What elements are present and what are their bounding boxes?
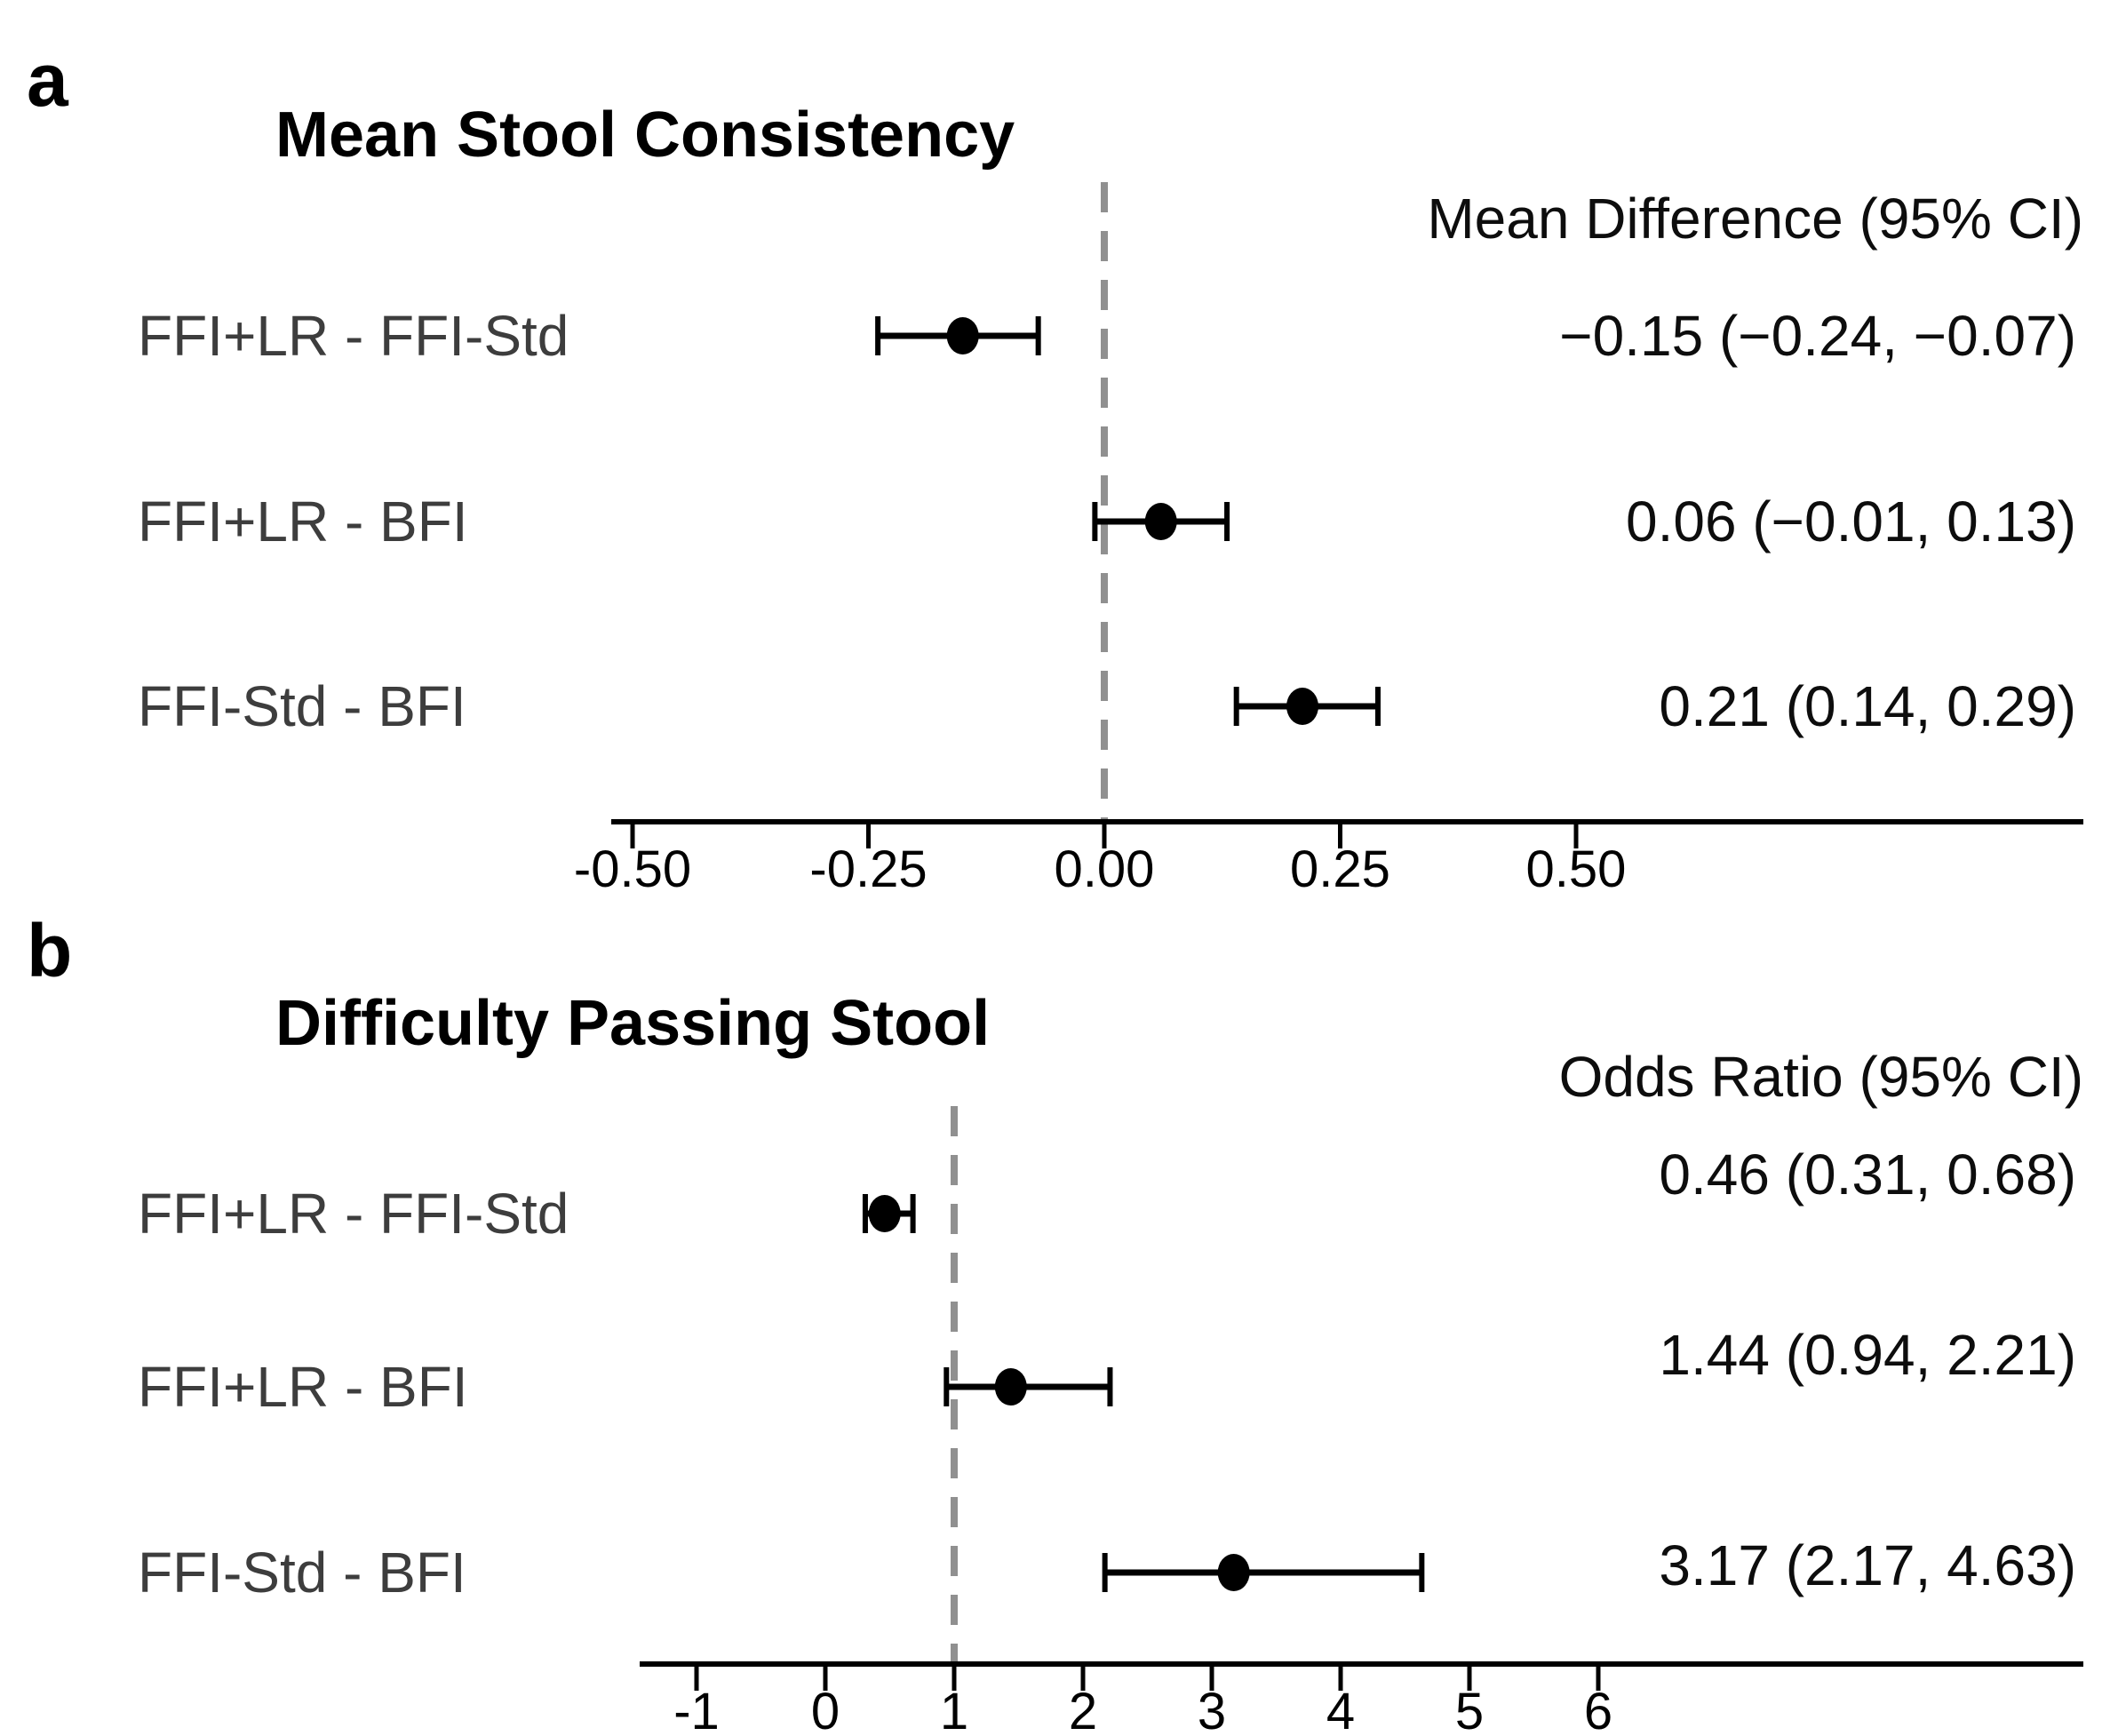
panel-b-row-label: FFI+LR - BFI <box>138 1355 468 1419</box>
x-axis-tick-label: -0.50 <box>573 840 692 898</box>
x-axis-tick-label: 5 <box>1454 1683 1485 1736</box>
x-axis-tick-label: 1 <box>939 1683 969 1736</box>
panel-b-value-column-header: Odds Ratio (95% CI) <box>1558 1045 2083 1109</box>
point-estimate-marker <box>946 317 979 354</box>
panel-a-row-label: FFI+LR - FFI-Std <box>138 304 569 368</box>
panel-b-row-label: FFI+LR - FFI-Std <box>138 1182 569 1246</box>
panel-a-row-label: FFI+LR - BFI <box>138 490 468 553</box>
point-estimate-marker <box>868 1195 901 1232</box>
x-axis-tick-label: -1 <box>673 1683 720 1736</box>
x-axis-tick-label: -0.25 <box>809 840 928 898</box>
point-estimate-marker <box>1144 503 1177 540</box>
panel-a-row-value: −0.15 (−0.24, −0.07) <box>1559 304 2076 368</box>
x-axis-tick-label: 0 <box>810 1683 840 1736</box>
panel-b-title: Difficulty Passing Stool <box>275 988 991 1059</box>
panel-b-letter: b <box>27 909 73 992</box>
x-axis-tick-label: 4 <box>1326 1683 1356 1736</box>
panel-b-row-value: 3.17 (2.17, 4.63) <box>1659 1533 2076 1597</box>
panel-a-row-value: 0.06 (−0.01, 0.13) <box>1625 490 2076 553</box>
x-axis-tick-label: 2 <box>1068 1683 1098 1736</box>
point-estimate-marker <box>1286 688 1319 725</box>
panel-b-row-value: 1.44 (0.94, 2.21) <box>1659 1323 2076 1387</box>
x-axis-tick-label: 6 <box>1583 1683 1613 1736</box>
x-axis-tick-label: 3 <box>1197 1683 1227 1736</box>
point-estimate-marker <box>994 1368 1027 1406</box>
panel-a-row-value: 0.21 (0.14, 0.29) <box>1659 674 2076 738</box>
panel-a-row-label: FFI-Std - BFI <box>138 674 466 738</box>
x-axis-tick-label: 0.50 <box>1525 840 1627 898</box>
panel-b-row-label: FFI-Std - BFI <box>138 1541 466 1605</box>
x-axis-tick-label: 0.25 <box>1290 840 1390 898</box>
panel-b-row-value: 0.46 (0.31, 0.68) <box>1659 1143 2076 1206</box>
point-estimate-marker <box>1217 1554 1250 1591</box>
panel-a-value-column-header: Mean Difference (95% CI) <box>1427 187 2083 251</box>
panel-a-letter: a <box>27 38 68 122</box>
x-axis-tick-label: 0.00 <box>1054 840 1155 898</box>
panel-a-title: Mean Stool Consistency <box>275 100 1015 171</box>
